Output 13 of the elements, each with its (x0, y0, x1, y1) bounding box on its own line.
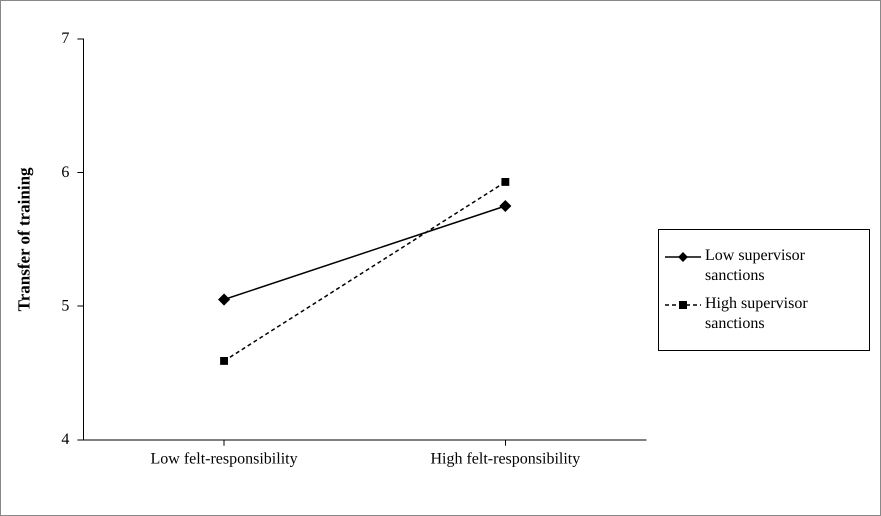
y-tick-label: 5 (61, 297, 70, 314)
point (218, 294, 230, 306)
y-tick-label: 6 (61, 164, 70, 181)
point (501, 178, 510, 186)
legend-label: Low supervisor sanctions (705, 246, 806, 286)
point (220, 357, 228, 365)
point (500, 200, 512, 212)
y-tick-label: 7 (61, 30, 70, 48)
y-tick-label: 4 (61, 431, 70, 448)
x-tick-label: Low felt-responsibility (150, 450, 298, 468)
y-axis-title: Transfer of training (14, 166, 34, 312)
legend-label: High supervisor sanctions (705, 294, 809, 334)
x-tick-label: High felt-responsibility (430, 450, 580, 468)
